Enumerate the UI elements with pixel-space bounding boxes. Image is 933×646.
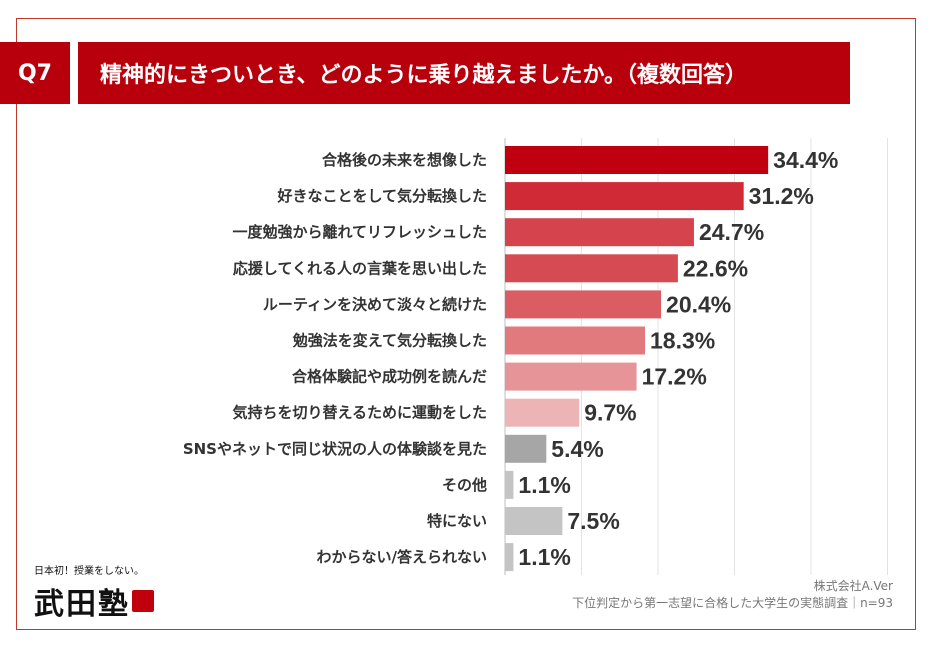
value-label: 31.2% (749, 183, 814, 209)
value-label: 1.1% (518, 544, 570, 570)
chart-title: 精神的にきついとき、どのように乗り越えましたか。（複数回答） (78, 42, 850, 104)
category-label: ルーティンを決めて淡々と続けた (263, 295, 487, 313)
value-label: 20.4% (666, 291, 731, 317)
bar (505, 470, 514, 499)
category-label: 特にない (427, 512, 487, 530)
bar (505, 146, 769, 174)
source-survey: 下位判定から第一志望に合格した大学生の実態調査｜n=93 (572, 596, 893, 610)
brand-logo: 日本初！授業をしない。 武田塾 (34, 562, 164, 622)
value-label: 1.1% (518, 472, 570, 498)
value-label: 24.7% (699, 219, 764, 245)
category-label: 合格体験記や成功例を読んだ (291, 368, 487, 386)
category-label: 勉強法を変えて気分転換した (292, 332, 487, 350)
category-label: 応援してくれる人の言葉を思い出した (233, 259, 487, 277)
category-label: わからない/答えられない (317, 548, 487, 566)
value-label: 34.4% (773, 147, 838, 173)
source-company: 株式会社A.Ver (813, 579, 893, 593)
value-label: 7.5% (567, 508, 619, 534)
source-note: 株式会社A.Ver 下位判定から第一志望に合格した大学生の実態調査｜n=93 (572, 578, 893, 612)
bar (505, 362, 637, 391)
bar (505, 290, 662, 319)
value-label: 5.4% (551, 436, 603, 462)
category-label: 気持ちを切り替えるために運動をした (232, 404, 487, 422)
value-label: 9.7% (584, 400, 636, 426)
bar (505, 398, 580, 427)
stamp-icon (132, 590, 154, 612)
bar (505, 254, 678, 283)
value-label: 18.3% (650, 328, 715, 354)
chart-frame (16, 18, 916, 630)
question-badge: Q7 (0, 42, 70, 104)
value-label: 17.2% (642, 364, 707, 390)
category-label: その他 (442, 476, 487, 494)
category-label: 好きなことをして気分転換した (276, 187, 487, 205)
logo-tagline: 日本初！授業をしない。 (34, 566, 144, 577)
bar (505, 507, 563, 535)
bar (505, 218, 694, 247)
category-label: 一度勉強から離れてリフレッシュした (232, 223, 487, 241)
category-label: SNSやネットで同じ状況の人の体験談を見た (183, 440, 487, 458)
logo-name-row: 武田塾 (34, 579, 164, 623)
value-label: 22.6% (683, 255, 748, 281)
bar (505, 326, 645, 355)
logo-name: 武田塾 (34, 587, 130, 622)
bar (505, 182, 744, 211)
category-label: 合格後の未来を想像した (321, 151, 487, 169)
bar (505, 543, 514, 572)
bar (505, 434, 547, 463)
